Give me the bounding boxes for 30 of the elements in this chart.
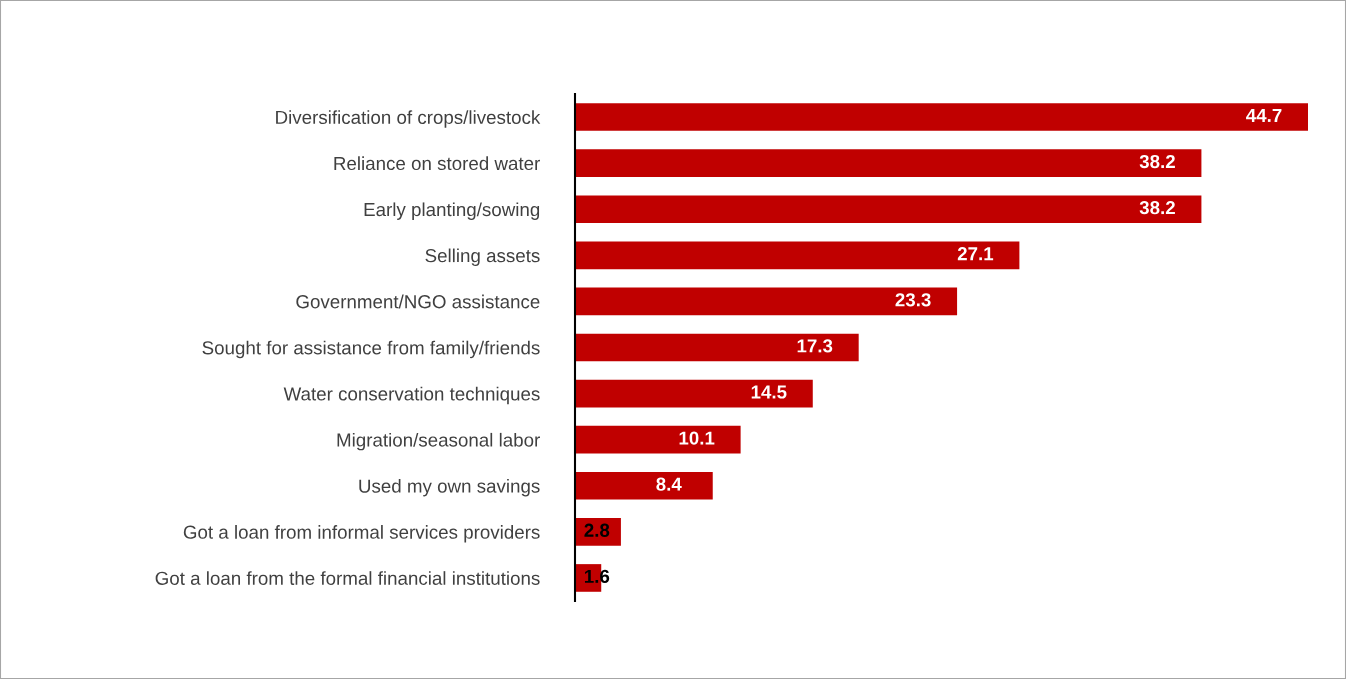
y-tick-label: Government/NGO assistance: [296, 294, 540, 309]
data-label: 2.8: [584, 523, 610, 537]
y-tick-label: Water conservation techniques: [283, 386, 540, 405]
data-label: 8.4: [656, 477, 682, 491]
y-tick-label: Got a loan from informal services providers: [183, 525, 540, 543]
y-tick-label: Diversification of crops/livestock: [276, 110, 541, 128]
bar: [575, 333, 859, 362]
bar: [575, 471, 713, 500]
data-label: 10.1: [679, 431, 715, 445]
data-label: 38.2: [1139, 154, 1175, 169]
bar: [575, 149, 1202, 177]
data-label: 17.3: [797, 339, 833, 353]
bar: [575, 379, 813, 408]
y-tick-label: Early planting/sowing: [364, 202, 540, 220]
data-label: 27.1: [957, 247, 994, 261]
y-tick-label: Reliance on stored water: [334, 156, 540, 171]
bar: [575, 425, 741, 454]
data-label: 14.5: [751, 385, 787, 399]
y-tick-label: Used my own savings: [359, 478, 540, 497]
data-label: 44.7: [1246, 108, 1282, 122]
bar: [575, 287, 958, 316]
data-label: 38.2: [1139, 200, 1175, 215]
bar: [575, 195, 1202, 224]
data-label: 23.3: [895, 293, 931, 307]
bar: [575, 241, 1020, 270]
y-tick-label: Got a loan from the formal financial institutions: [155, 571, 540, 585]
bar: [575, 103, 1308, 131]
y-tick-label: Selling assets: [425, 248, 540, 266]
y-tick-label: Migration/seasonal labor: [337, 432, 540, 451]
y-tick-label: Sought for assistance from family/friends: [202, 340, 540, 359]
